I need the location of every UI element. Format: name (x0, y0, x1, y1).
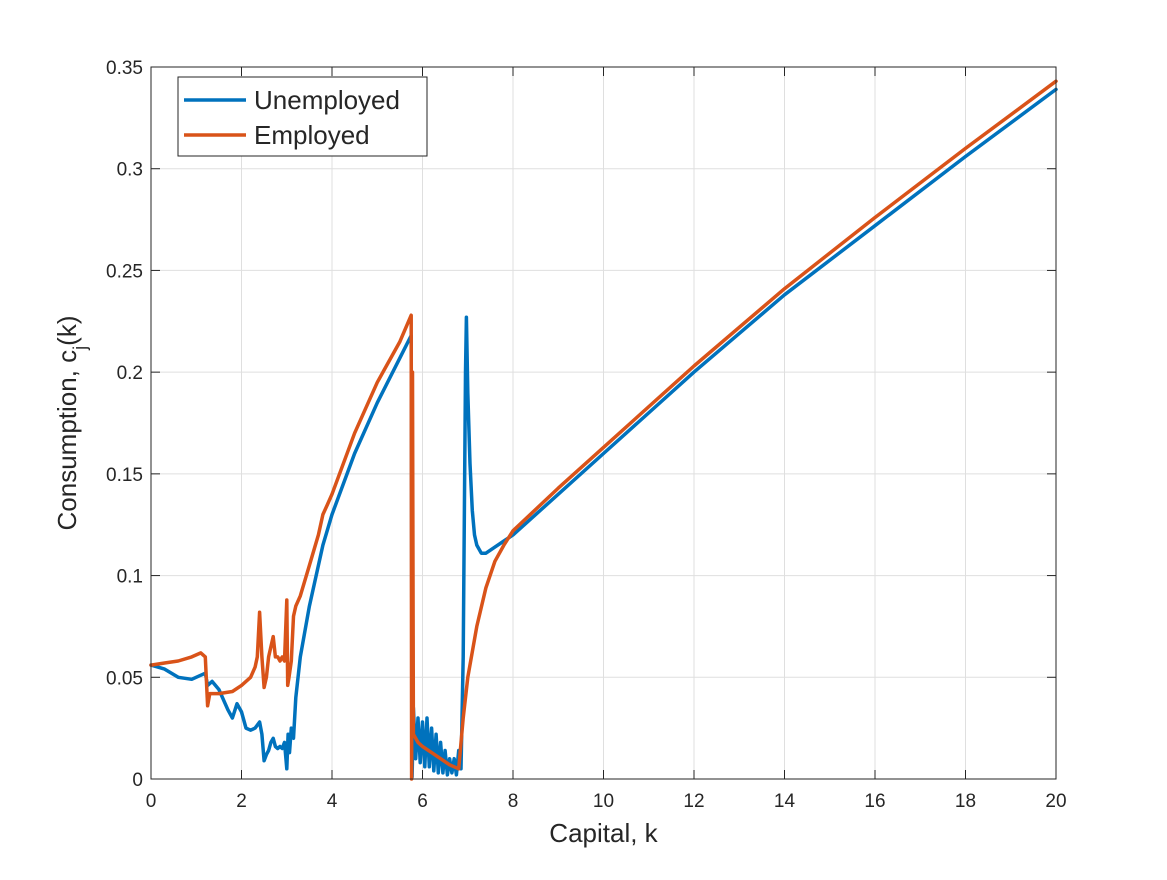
y-axis-label-main: Consumption, c (52, 350, 82, 531)
axis-ticks: 0 2 4 6 8 10 12 14 16 18 20 0 0.05 0.1 0.15 0.2 0.25 0.3 0… (106, 58, 1067, 812)
y-axis-label: Consumption, cj(k) (52, 316, 90, 531)
legend: Unemployed Employed (177, 76, 428, 157)
x-tick-label: 16 (864, 791, 885, 812)
y-axis-label-suffix: (k) (52, 316, 82, 346)
y-tick-label: 0.2 (117, 363, 143, 384)
legend-label-unemployed: Unemployed (254, 85, 400, 115)
x-axis-label: Capital, k (549, 818, 658, 848)
x-tick-label: 10 (593, 791, 614, 812)
y-axis-label-subscript: j (70, 346, 90, 351)
y-tick-label: 0.15 (106, 465, 143, 486)
x-tick-label: 12 (683, 791, 704, 812)
x-tick-label: 8 (508, 791, 519, 812)
y-tick-label: 0.1 (117, 567, 143, 588)
y-tick-label: 0.35 (106, 58, 143, 79)
legend-label-employed: Employed (254, 120, 370, 150)
x-tick-label: 18 (955, 791, 976, 812)
x-tick-label: 14 (774, 791, 796, 812)
x-tick-label: 4 (327, 791, 338, 812)
y-tick-label: 0.25 (106, 261, 143, 282)
legend-box (177, 76, 428, 157)
series-lines (149, 79, 1058, 781)
x-tick-label: 6 (417, 791, 428, 812)
y-tick-label: 0.3 (117, 160, 143, 181)
x-tick-label: 20 (1045, 791, 1066, 812)
series-line-employed (149, 79, 1058, 781)
y-tick-label: 0 (132, 770, 143, 791)
x-tick-label: 0 (146, 791, 157, 812)
y-tick-label: 0.05 (106, 668, 143, 689)
x-tick-label: 2 (236, 791, 247, 812)
